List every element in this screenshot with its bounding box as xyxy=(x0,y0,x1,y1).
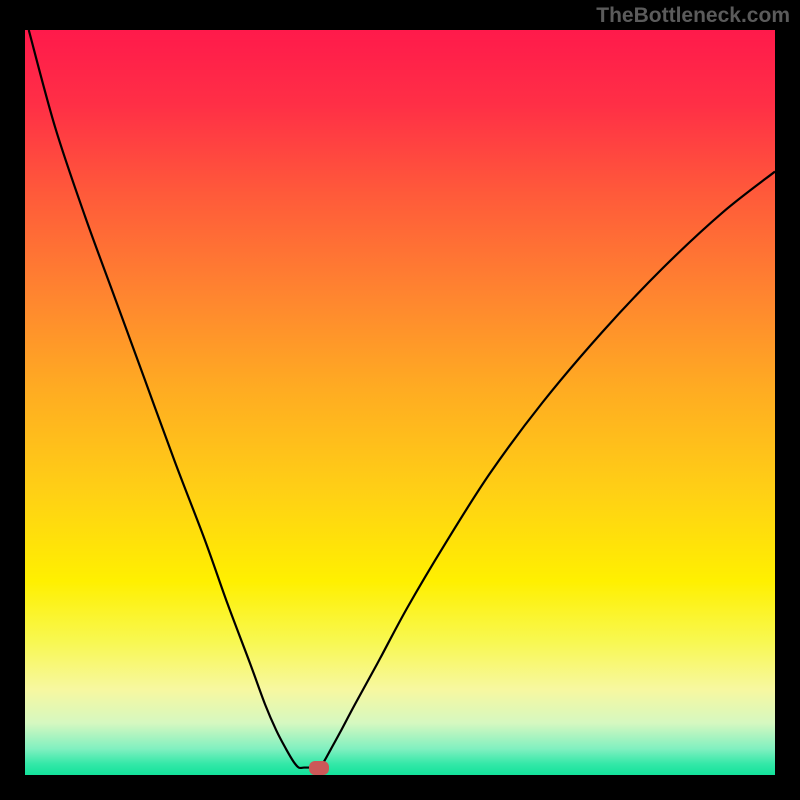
curve-layer xyxy=(25,30,775,775)
watermark-text: TheBottleneck.com xyxy=(596,4,790,28)
plot-area xyxy=(25,30,775,775)
v-curve xyxy=(29,30,775,768)
minimum-marker xyxy=(309,761,329,775)
